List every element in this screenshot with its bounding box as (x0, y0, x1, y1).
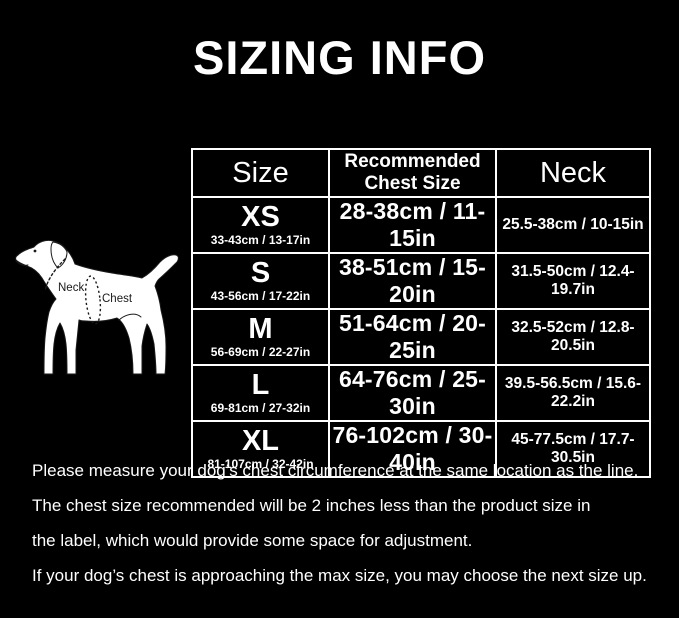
neck-size-cell: 31.5-50cm / 12.4-19.7in (495, 252, 651, 310)
size-range: 33-43cm / 13-17in (210, 233, 311, 247)
neck-size-cell: 32.5-52cm / 12.8-20.5in (495, 308, 651, 366)
size-code: M (248, 313, 273, 345)
neck-size-cell: 25.5-38cm / 10-15in (495, 196, 651, 254)
dog-mouth-line (15, 260, 29, 266)
neck-size-cell: 45-77.5cm / 17.7-30.5in (495, 420, 651, 478)
note-line-4: If your dog’s chest is approaching the m… (32, 566, 647, 585)
table-row-xs: XS 33-43cm / 13-17in 28-38cm / 11-15in 2… (191, 196, 651, 254)
dog-silhouette (15, 239, 179, 375)
dog-thigh-line (118, 313, 142, 321)
note-line-2: The chest size recommended will be 2 inc… (32, 496, 591, 515)
chest-size-cell: 28-38cm / 11-15in (328, 196, 497, 254)
size-code: XS (241, 201, 280, 233)
note-line-1: Please measure your dog’s chest circumfe… (32, 461, 639, 480)
size-range: 43-56cm / 17-22in (210, 289, 311, 303)
column-header-chest: Recommended Chest Size (328, 148, 497, 198)
neck-label: Neck (58, 282, 84, 294)
column-header-size: Size (191, 148, 330, 198)
size-cell: XL 81-107cm / 32-42in (191, 420, 330, 478)
neck-size-cell: 39.5-56.5cm / 15.6-22.2in (495, 364, 651, 422)
table-row-l: L 69-81cm / 27-32in 64-76cm / 25-30in 39… (191, 364, 651, 422)
size-range: 81-107cm / 32-42in (207, 457, 314, 471)
size-cell: S 43-56cm / 17-22in (191, 252, 330, 310)
size-cell: M 56-69cm / 22-27in (191, 308, 330, 366)
size-range: 69-81cm / 27-32in (210, 401, 311, 415)
column-header-neck: Neck (495, 148, 651, 198)
table-header-row: Size Recommended Chest Size Neck (191, 148, 651, 198)
measurement-notes: Please measure your dog’s chest circumfe… (32, 462, 660, 602)
table-row-m: M 56-69cm / 22-27in 51-64cm / 20-25in 32… (191, 308, 651, 366)
table-row-xl: XL 81-107cm / 32-42in 76-102cm / 30-40in… (191, 420, 651, 478)
chest-label: Chest (102, 293, 133, 305)
note-line-3: the label, which would provide some spac… (32, 531, 473, 550)
size-code: L (251, 369, 270, 401)
chest-size-cell: 38-51cm / 15-20in (328, 252, 497, 310)
size-cell: XS 33-43cm / 13-17in (191, 196, 330, 254)
sizing-table: Size Recommended Chest Size Neck XS 33-4… (191, 148, 651, 478)
neck-measure-line (44, 258, 66, 292)
chest-size-cell: 51-64cm / 20-25in (328, 308, 497, 366)
chest-size-cell: 64-76cm / 25-30in (328, 364, 497, 422)
dog-ear (50, 241, 68, 269)
page-title: SIZING INFO (193, 31, 486, 84)
size-code: XL (241, 425, 280, 457)
table-row-s: S 43-56cm / 17-22in 38-51cm / 15-20in 31… (191, 252, 651, 310)
size-code: S (250, 257, 271, 289)
dog-eye (33, 249, 37, 253)
dog-measurement-diagram: Neck Chest (15, 239, 179, 375)
size-cell: L 69-81cm / 27-32in (191, 364, 330, 422)
chest-size-cell: 76-102cm / 30-40in (328, 420, 497, 478)
size-range: 56-69cm / 22-27in (210, 345, 311, 359)
chest-measure-line (84, 275, 102, 325)
